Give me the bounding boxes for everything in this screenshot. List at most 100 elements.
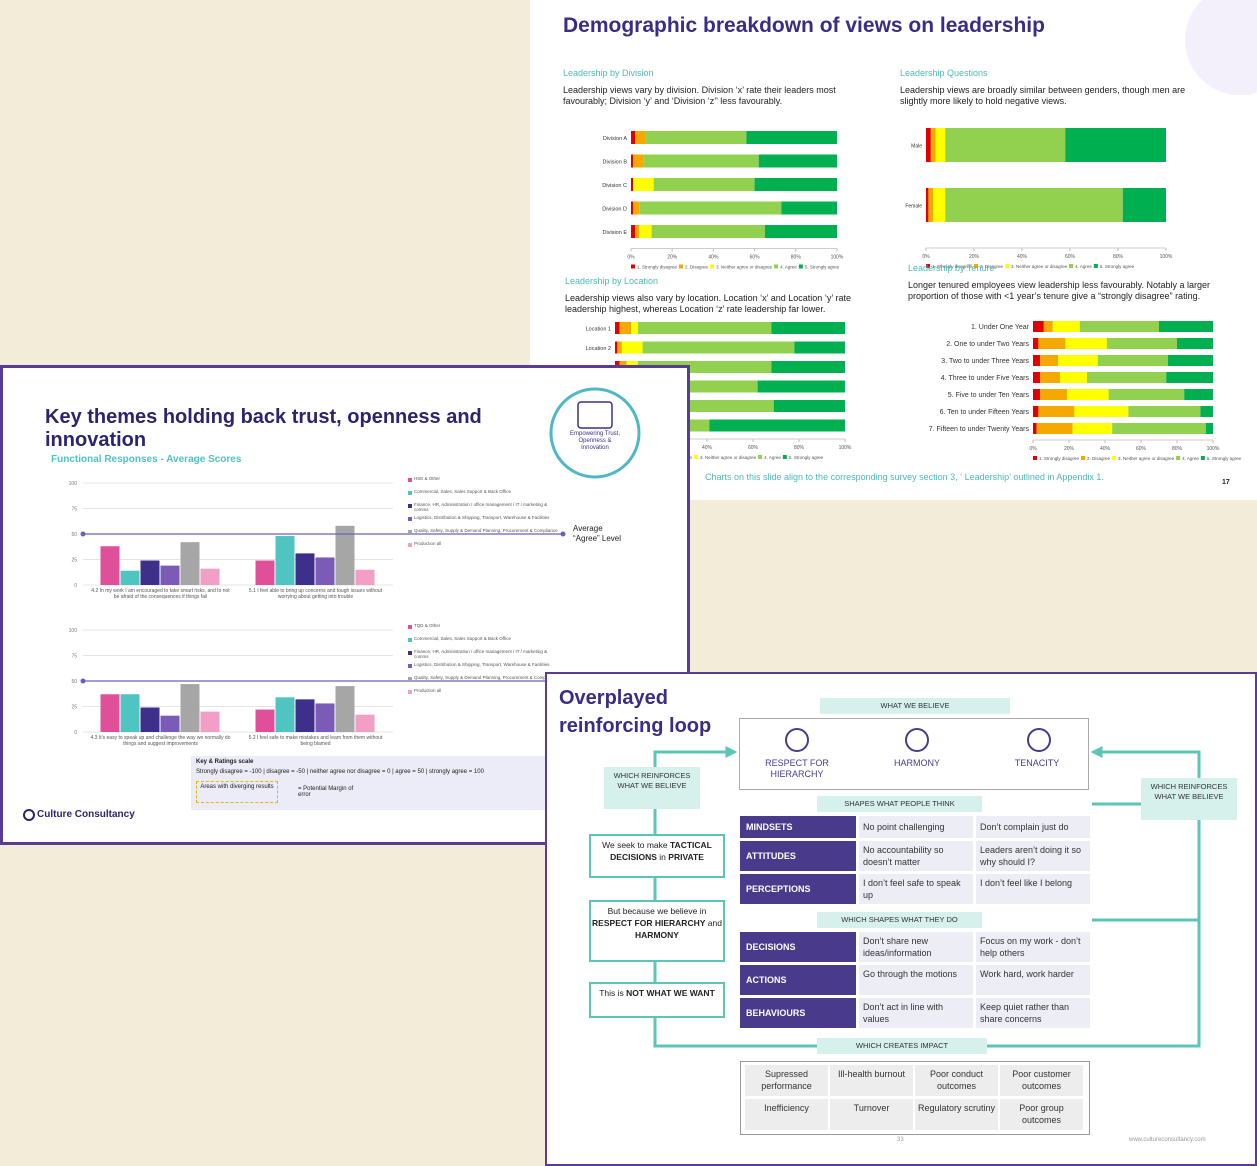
bar xyxy=(255,709,275,732)
step-text: This is xyxy=(599,988,624,998)
legend-label: 4. Agree xyxy=(764,455,781,460)
legend-label: 1. Strongly disagree xyxy=(1039,456,1080,461)
bar xyxy=(295,699,315,732)
bar-segment xyxy=(926,188,929,222)
bar-segment xyxy=(635,225,640,238)
slide-title: Key themes holding back trust, openness … xyxy=(45,406,482,451)
belief-icon xyxy=(785,728,809,752)
x-tick-label: 40% xyxy=(1100,446,1111,452)
x-tick-label: 100% xyxy=(831,255,844,261)
bar-segment xyxy=(635,131,646,144)
legend-label: 3. Neither agree or disagree xyxy=(1118,456,1175,461)
bar xyxy=(160,565,180,585)
footer: Charts on this slide align to the corres… xyxy=(705,472,1104,482)
logo-mark xyxy=(23,809,35,821)
impact-cell: Poor group outcomes xyxy=(1000,1099,1083,1130)
reference-end xyxy=(560,531,566,537)
bar-segment xyxy=(1065,338,1107,349)
x-tick-label: 100% xyxy=(1160,254,1173,260)
legend-label: Finance, HR, Administration / office man… xyxy=(414,502,548,512)
legend-swatch xyxy=(1200,456,1205,460)
reference-end xyxy=(80,531,86,537)
bar-segment xyxy=(1052,321,1080,332)
badge xyxy=(549,387,641,479)
bar-segment xyxy=(615,341,618,354)
bar-segment xyxy=(1065,128,1166,162)
logo: Culture Consultancy xyxy=(37,809,135,820)
legend-swatch xyxy=(679,264,684,269)
bar xyxy=(200,711,220,732)
bar xyxy=(120,694,140,732)
row-cell: No accountability so doesn’t matter xyxy=(859,841,973,871)
legend-swatch xyxy=(1093,264,1098,268)
key-box xyxy=(191,756,561,810)
bar-segment xyxy=(933,188,946,222)
legend-label: 1. Strongly disagree xyxy=(932,264,973,269)
row-label: DECISIONS xyxy=(740,932,856,962)
bar xyxy=(120,570,140,585)
bar-segment xyxy=(631,225,636,238)
bar-segment xyxy=(633,201,640,215)
legend-swatch xyxy=(1176,456,1181,460)
bar xyxy=(200,568,220,585)
row-label: BEHAVIOURS xyxy=(740,998,856,1028)
category-label: 4.2 In my work I am encouraged to take s… xyxy=(91,588,230,600)
chart: 0 25 50 75 100 xyxy=(69,625,566,736)
category-label: Division E xyxy=(603,230,628,236)
step-text: We seek to make xyxy=(602,840,668,850)
bar-segment xyxy=(638,322,772,334)
y-tick-label: 100 xyxy=(69,481,78,487)
row-label: PERCEPTIONS xyxy=(740,874,856,904)
x-tick-label: 20% xyxy=(969,254,980,260)
x-tick-label: 20% xyxy=(667,255,678,261)
bar xyxy=(140,560,160,585)
bar-segment xyxy=(1067,389,1109,400)
bar-segment xyxy=(642,341,795,354)
category-label: Location 2 xyxy=(586,346,611,352)
step-text: RESPECT FOR HIERARCHY xyxy=(592,918,706,928)
x-tick-label: 100% xyxy=(839,445,852,451)
y-tick-label: 25 xyxy=(71,558,77,564)
bar xyxy=(180,542,200,585)
chart-heading: Leadership by Location xyxy=(565,276,659,286)
belief: RESPECT FOR HIERARCHY xyxy=(765,758,829,779)
row-cell: Don’t complain just do xyxy=(976,816,1090,838)
bar xyxy=(355,569,375,585)
bar-segment xyxy=(1033,406,1039,417)
category-label: Male xyxy=(911,144,922,150)
legend-label: HSE & Other xyxy=(414,476,441,481)
row-cell: I don’t feel safe to speak up xyxy=(859,874,973,904)
impact-cell: Supressed performance xyxy=(745,1065,828,1096)
belief: TENACITY xyxy=(1014,758,1060,768)
y-tick-label: 50 xyxy=(71,532,77,538)
bar-segment xyxy=(1112,423,1206,434)
bar-segment xyxy=(645,131,747,144)
category-label: Division C xyxy=(602,183,627,189)
x-tick-label: 0% xyxy=(627,255,635,261)
loop-arrow xyxy=(653,746,817,1048)
step-text: HARMONY xyxy=(635,930,679,940)
bar-segment xyxy=(651,225,765,238)
bar xyxy=(315,557,335,585)
legend-swatch xyxy=(408,638,412,642)
bar-segment xyxy=(1060,372,1087,383)
bar-segment xyxy=(926,128,931,162)
bar-segment xyxy=(1058,355,1098,366)
legend-swatch xyxy=(408,504,412,508)
row-cell: I don’t feel like I belong xyxy=(976,874,1090,904)
bar-segment xyxy=(1166,372,1213,383)
legend-swatch xyxy=(1112,456,1117,460)
legend-label: Quality, Safety, Supply & Demand Plannin… xyxy=(414,675,558,680)
row-cell: Go through the motions xyxy=(859,965,973,995)
legend-swatch xyxy=(408,677,412,681)
decoration xyxy=(1185,0,1257,95)
bar-segment xyxy=(758,154,837,168)
chart: 0% 20% 40% 60% 80% 100% Male Female 1. Strongly … xyxy=(905,128,1173,269)
chart-text: Longer tenured employees view leadership… xyxy=(908,280,1211,301)
x-tick-label: 100% xyxy=(1207,446,1220,452)
bar-segment xyxy=(1033,389,1041,400)
key-margin: = Potential Margin of error xyxy=(298,786,354,798)
bar-segment xyxy=(621,341,643,354)
legend-label: Finance, HR, Administration / office man… xyxy=(414,649,548,659)
row-cell: Don’t act in line with values xyxy=(859,998,973,1028)
